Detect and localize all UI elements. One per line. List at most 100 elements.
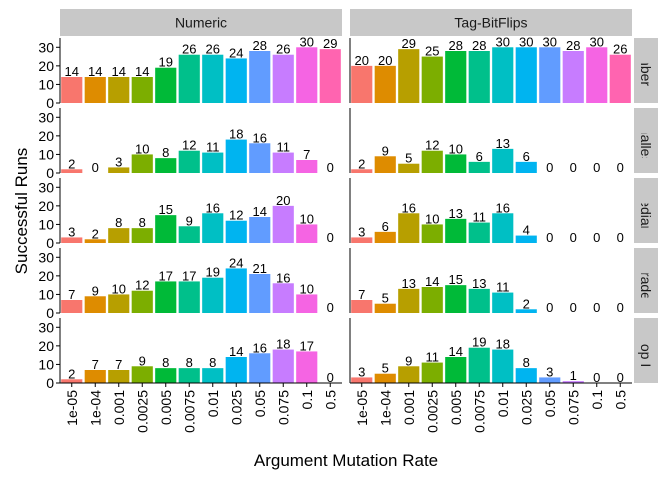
bar xyxy=(374,156,396,173)
bar-value-label: 11 xyxy=(496,280,510,295)
bar xyxy=(178,281,200,313)
x-tick-label: 1e-05 xyxy=(354,390,370,426)
bar xyxy=(398,288,420,313)
bar-value-label: 11 xyxy=(206,140,220,155)
bar-value-label: 11 xyxy=(473,210,487,225)
column-strip xyxy=(60,9,342,36)
x-tick-label: 0.1 xyxy=(589,390,605,410)
bar-value-label: 0 xyxy=(327,370,334,385)
bar xyxy=(445,51,467,103)
bar-value-label: 19 xyxy=(472,335,486,350)
bar-value-label: 25 xyxy=(425,44,439,59)
bar xyxy=(249,143,271,173)
bar xyxy=(249,217,271,243)
bar xyxy=(178,150,200,173)
bar-value-label: 18 xyxy=(496,337,510,352)
bar-value-label: 18 xyxy=(276,337,290,352)
x-tick-label: 0.025 xyxy=(228,390,244,425)
bar xyxy=(445,285,467,313)
bar-value-label: 2 xyxy=(68,366,75,381)
bar xyxy=(249,353,271,383)
bar xyxy=(202,368,224,383)
bar-value-label: 0 xyxy=(327,160,334,175)
bar xyxy=(398,163,420,173)
bar-value-label: 0 xyxy=(327,300,334,315)
bar-value-label: 16 xyxy=(496,200,510,215)
x-tick-label: 1e-04 xyxy=(87,390,103,426)
x-tick-label: 0.1 xyxy=(299,390,315,410)
bar-value-label: 12 xyxy=(135,278,149,293)
bar xyxy=(84,77,106,103)
y-tick-label: 30 xyxy=(38,109,54,125)
bar-value-label: 2 xyxy=(68,156,75,171)
bar xyxy=(61,77,83,103)
bar xyxy=(155,158,177,173)
bar xyxy=(225,268,247,313)
bar xyxy=(296,160,318,173)
row-strip xyxy=(634,248,658,313)
bar-value-label: 11 xyxy=(277,140,291,155)
x-tick-label: 0.5 xyxy=(322,390,338,410)
bar xyxy=(492,213,514,243)
bar-value-label: 14 xyxy=(135,64,149,79)
bar-value-label: 28 xyxy=(449,38,463,53)
bar xyxy=(586,47,608,103)
bar-value-label: 3 xyxy=(358,364,365,379)
row-strip xyxy=(634,38,658,103)
bar-value-label: 9 xyxy=(186,213,193,228)
bar xyxy=(296,224,318,243)
bar-value-label: 20 xyxy=(276,193,290,208)
bar-value-label: 5 xyxy=(382,291,389,306)
bar-value-label: 8 xyxy=(115,215,122,230)
bar xyxy=(492,349,514,383)
bar-value-label: 7 xyxy=(92,357,99,372)
bar xyxy=(272,349,294,383)
bar-value-label: 10 xyxy=(449,141,463,156)
bar xyxy=(351,300,373,313)
bar-value-label: 2 xyxy=(92,226,99,241)
bar xyxy=(374,303,396,313)
bar-value-label: 8 xyxy=(162,355,169,370)
bar xyxy=(202,152,224,173)
y-tick-label: 10 xyxy=(38,216,54,232)
bar xyxy=(272,205,294,243)
bar-value-label: 3 xyxy=(115,154,122,169)
x-axis-title: Argument Mutation Rate xyxy=(254,451,438,470)
bar-value-label: 13 xyxy=(496,136,510,151)
bar-value-label: 10 xyxy=(135,141,149,156)
bar-value-label: 28 xyxy=(472,38,486,53)
bar xyxy=(296,294,318,313)
bar-value-label: 7 xyxy=(68,287,75,302)
bar xyxy=(515,309,537,313)
bar-value-label: 8 xyxy=(162,145,169,160)
bar-value-label: 19 xyxy=(206,265,220,280)
bar xyxy=(178,368,200,383)
bar xyxy=(421,224,443,243)
bar xyxy=(61,169,83,173)
bar-value-label: 29 xyxy=(323,36,337,51)
bar-value-label: 5 xyxy=(405,151,412,166)
bar-value-label: 14 xyxy=(88,64,102,79)
bar xyxy=(468,288,490,313)
bar-value-label: 24 xyxy=(229,45,243,60)
bar-value-label: 7 xyxy=(358,287,365,302)
bar-value-label: 13 xyxy=(472,276,486,291)
bar xyxy=(202,213,224,243)
bar-value-label: 10 xyxy=(425,211,439,226)
bar-value-label: 0 xyxy=(92,160,99,175)
bar-value-label: 3 xyxy=(546,364,553,379)
bar xyxy=(84,239,106,243)
bar-value-label: 20 xyxy=(378,53,392,68)
bar xyxy=(609,54,631,103)
bar-value-label: 28 xyxy=(566,38,580,53)
bar xyxy=(468,347,490,383)
bar-value-label: 17 xyxy=(300,338,314,353)
bar xyxy=(351,169,373,173)
x-tick-label: 1e-05 xyxy=(64,390,80,426)
bar-value-label: 8 xyxy=(523,355,530,370)
bar-value-label: 13 xyxy=(449,206,463,221)
x-tick-label: 0.001 xyxy=(111,390,127,425)
bar xyxy=(515,368,537,383)
bar-value-label: 14 xyxy=(229,344,243,359)
bar-value-label: 30 xyxy=(496,34,510,49)
